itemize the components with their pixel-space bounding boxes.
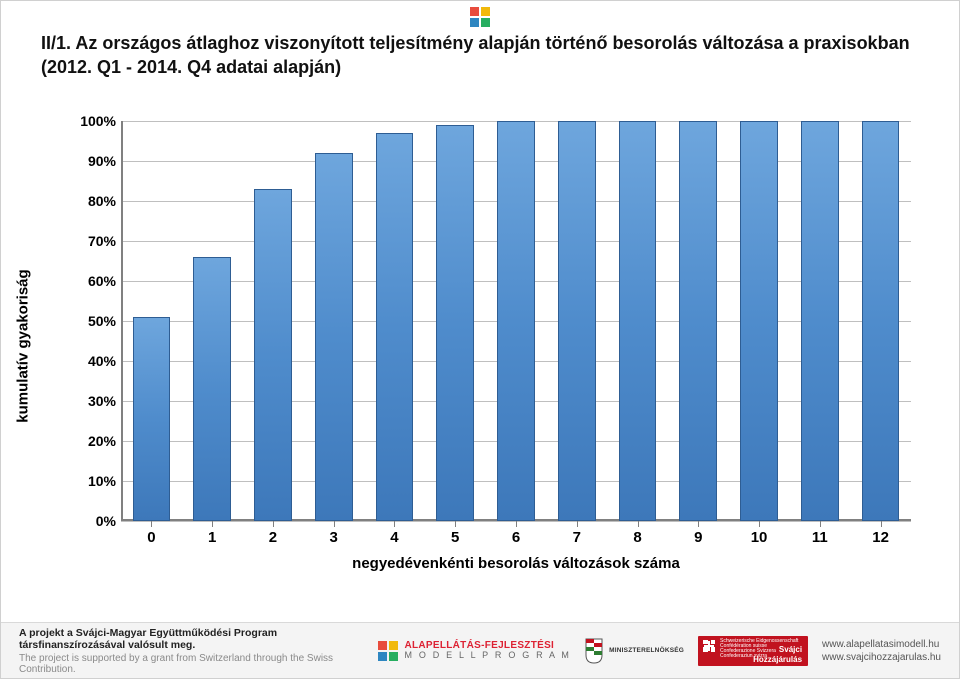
bar xyxy=(497,121,535,521)
url-1: www.alapellatasimodell.hu xyxy=(822,638,941,651)
x-tick-mark xyxy=(577,521,578,527)
y-tick-label: 10% xyxy=(71,473,116,489)
bar xyxy=(801,121,839,521)
y-tick-label: 60% xyxy=(71,273,116,289)
footer-bar: A projekt a Svájci-Magyar Együttműködési… xyxy=(1,622,959,678)
x-tick-label: 12 xyxy=(872,529,889,546)
small-grid-logo xyxy=(470,7,490,27)
x-tick-mark xyxy=(638,521,639,527)
bars-container xyxy=(121,121,911,521)
ministry-block: MINISZTERELNÖKSÉG xyxy=(585,638,684,664)
y-tick-label: 40% xyxy=(71,353,116,369)
y-tick-label: 0% xyxy=(71,513,116,529)
bar xyxy=(740,121,778,521)
x-tick-label: 5 xyxy=(451,529,459,546)
bar xyxy=(193,121,231,521)
project-credit-en: The project is supported by a grant from… xyxy=(19,653,364,675)
x-tick-mark xyxy=(455,521,456,527)
x-tick-label: 0 xyxy=(147,529,155,546)
plot-area xyxy=(121,121,911,521)
swiss-cross-bars xyxy=(703,640,715,652)
swiss-big2: Hozzájárulás xyxy=(753,655,802,664)
swiss-contribution-logo: Schweizerische Eidgenossenschaft Confédé… xyxy=(698,636,808,666)
y-axis-label: kumulatív gyakoriság xyxy=(15,269,32,422)
y-tick-label: 20% xyxy=(71,433,116,449)
x-tick-mark xyxy=(212,521,213,527)
bar xyxy=(254,121,292,521)
x-tick-label: 9 xyxy=(694,529,702,546)
bar xyxy=(679,121,717,521)
y-tick-label: 90% xyxy=(71,153,116,169)
x-tick-label: 2 xyxy=(269,529,277,546)
bar xyxy=(376,121,414,521)
x-tick-mark xyxy=(273,521,274,527)
x-tick-mark xyxy=(334,521,335,527)
x-tick-label: 4 xyxy=(390,529,398,546)
x-tick-label: 11 xyxy=(812,529,828,546)
chart: kumulatív gyakoriság 0%10%20%30%40%50%60… xyxy=(31,111,931,581)
x-tick-mark xyxy=(820,521,821,527)
x-tick-label: 7 xyxy=(573,529,581,546)
slide-page: II/1. Az országos átlaghoz viszonyított … xyxy=(0,0,960,679)
url-2: www.svajcihozzajarulas.hu xyxy=(822,651,941,664)
x-tick-label: 6 xyxy=(512,529,520,546)
x-tick-label: 10 xyxy=(751,529,768,546)
modell-line2: M O D E L L P R O G R A M xyxy=(404,651,571,660)
header-logo xyxy=(470,7,490,27)
footer-urls: www.alapellatasimodell.hu www.svajcihozz… xyxy=(822,638,941,664)
y-tick-label: 30% xyxy=(71,393,116,409)
x-tick-mark xyxy=(394,521,395,527)
x-tick-label: 8 xyxy=(633,529,641,546)
swiss-big1: Svájci xyxy=(779,645,802,654)
project-credit-hu: A projekt a Svájci-Magyar Együttműködési… xyxy=(19,627,364,651)
grid-logo-icon xyxy=(378,641,398,661)
x-tick-label: 1 xyxy=(208,529,216,546)
bar xyxy=(133,121,171,521)
project-credit: A projekt a Svájci-Magyar Együttműködési… xyxy=(19,627,364,675)
y-tick-label: 70% xyxy=(71,233,116,249)
x-tick-mark xyxy=(881,521,882,527)
y-tick-label: 80% xyxy=(71,193,116,209)
y-tick-label: 50% xyxy=(71,313,116,329)
slide-title: II/1. Az országos átlaghoz viszonyított … xyxy=(41,31,919,80)
ministry-label: MINISZTERELNÖKSÉG xyxy=(609,647,684,654)
bar xyxy=(619,121,657,521)
bar xyxy=(436,121,474,521)
y-tick-label: 100% xyxy=(71,113,116,129)
crest-icon xyxy=(585,638,603,664)
x-tick-mark xyxy=(698,521,699,527)
x-axis-label: negyedévenkénti besorolás változások szá… xyxy=(121,555,911,572)
bar xyxy=(862,121,900,521)
x-tick-mark xyxy=(516,521,517,527)
x-tick-label: 3 xyxy=(330,529,338,546)
bar xyxy=(315,121,353,521)
modellprogram-text: ALAPELLÁTÁS-FEJLESZTÉSI M O D E L L P R … xyxy=(404,641,571,660)
x-tick-mark xyxy=(759,521,760,527)
x-tick-mark xyxy=(151,521,152,527)
bar xyxy=(558,121,596,521)
modellprogram-logo: ALAPELLÁTÁS-FEJLESZTÉSI M O D E L L P R … xyxy=(378,641,571,661)
